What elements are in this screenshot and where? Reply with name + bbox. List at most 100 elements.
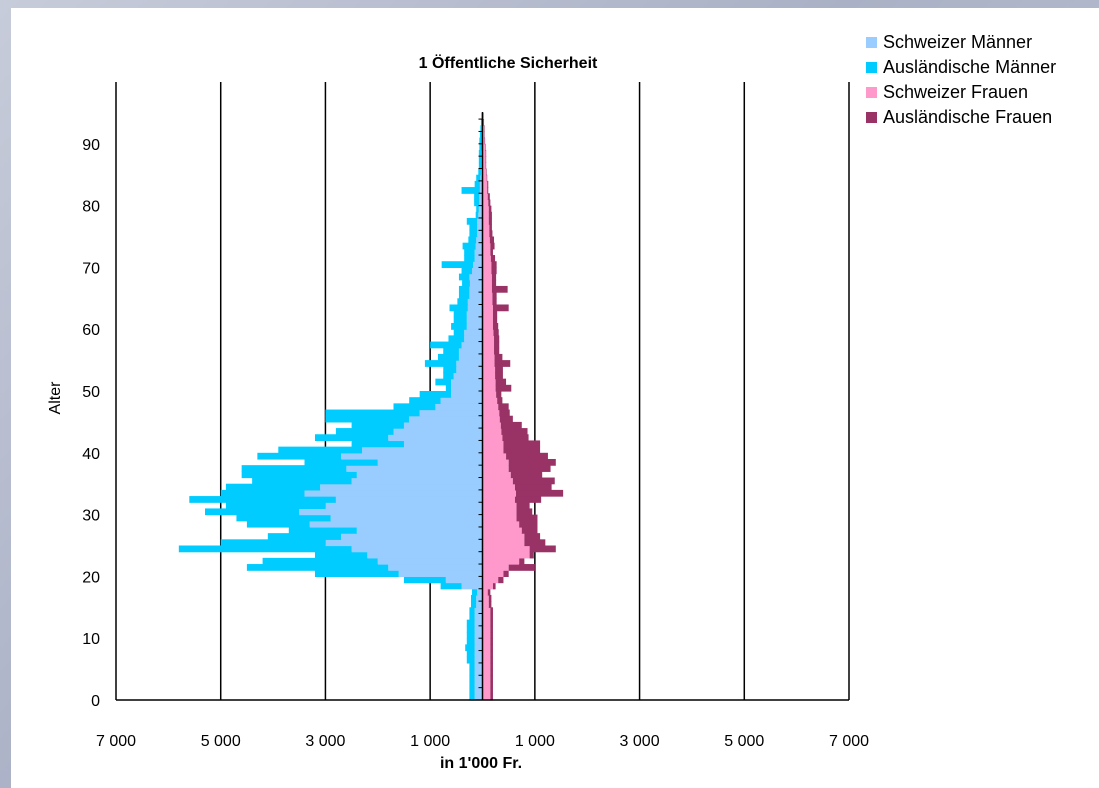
- bar-schweizer-frauen: [482, 341, 495, 349]
- bar-ausl-ndische-m-nner: [419, 391, 452, 398]
- bar-schweizer-m-nner: [377, 557, 483, 565]
- bar-schweizer-m-nner: [466, 310, 483, 318]
- bar-ausl-ndische-m-nner: [462, 242, 476, 250]
- bar-schweizer-m-nner: [458, 347, 483, 355]
- bar-ausl-ndische-frauen: [502, 434, 529, 442]
- x-tick-label: 7 000: [829, 733, 869, 750]
- bar-schweizer-frauen: [482, 662, 491, 670]
- bar-ausl-ndische-m-nner: [476, 174, 481, 182]
- bar-schweizer-frauen: [482, 310, 493, 318]
- bar-schweizer-frauen: [482, 570, 504, 577]
- bar-schweizer-frauen: [482, 125, 485, 133]
- bar-ausl-ndische-frauen: [492, 582, 496, 590]
- bar-schweizer-m-nner: [474, 681, 483, 689]
- bar-ausl-ndische-frauen: [490, 650, 493, 658]
- bar-schweizer-m-nner: [474, 625, 483, 633]
- bar-schweizer-frauen: [482, 230, 490, 238]
- bar-ausl-ndische-m-nner: [403, 576, 446, 584]
- bar-ausl-ndische-frauen: [485, 156, 487, 163]
- bar-ausl-ndische-m-nner: [464, 248, 475, 256]
- bar-schweizer-frauen: [482, 520, 520, 528]
- bar-ausl-ndische-m-nner: [479, 131, 482, 139]
- bar-ausl-ndische-frauen: [495, 384, 512, 392]
- bar-schweizer-frauen: [482, 625, 491, 633]
- bar-ausl-ndische-frauen: [491, 273, 497, 281]
- bar-schweizer-frauen: [482, 434, 503, 442]
- bar-schweizer-m-nner: [467, 298, 483, 306]
- bar-ausl-ndische-m-nner: [314, 551, 368, 559]
- bar-ausl-ndische-frauen: [489, 230, 493, 238]
- bar-ausl-ndische-m-nner: [468, 236, 477, 244]
- bar-schweizer-frauen: [482, 477, 513, 485]
- bar-schweizer-frauen: [482, 255, 491, 262]
- bar-ausl-ndische-m-nner: [304, 458, 378, 466]
- bar-schweizer-m-nner: [477, 217, 483, 225]
- bar-ausl-ndische-m-nner: [457, 298, 468, 306]
- bar-schweizer-m-nner: [453, 372, 483, 380]
- bar-ausl-ndische-m-nner: [335, 428, 394, 435]
- x-tick-label: 7 000: [96, 733, 136, 750]
- bar-ausl-ndische-m-nner: [430, 341, 462, 349]
- bar-ausl-ndische-frauen: [488, 601, 492, 608]
- y-tick-label: 60: [82, 322, 100, 339]
- bar-ausl-ndische-m-nner: [474, 199, 480, 207]
- y-tick-label: 10: [82, 631, 100, 648]
- bar-schweizer-m-nner: [474, 693, 483, 701]
- legend-label: Schweizer Frauen: [883, 82, 1029, 102]
- bar-ausl-ndische-frauen: [495, 372, 503, 380]
- bar-schweizer-m-nner: [466, 323, 483, 330]
- bar-ausl-ndische-m-nner: [393, 403, 436, 411]
- bar-ausl-ndische-frauen: [487, 187, 489, 194]
- bar-schweizer-m-nner: [477, 588, 483, 596]
- bar-ausl-ndische-frauen: [490, 632, 493, 639]
- bar-ausl-ndische-m-nner: [288, 526, 357, 534]
- bar-schweizer-m-nner: [456, 360, 483, 367]
- bar-schweizer-frauen: [482, 687, 491, 695]
- chart-area: 1 Öffentliche Sicherheit 7 000 5 000 3 000…: [11, 8, 1099, 788]
- bar-schweizer-m-nner: [474, 638, 483, 645]
- legend-swatch: [866, 37, 877, 48]
- bar-schweizer-frauen: [482, 446, 504, 454]
- bar-ausl-ndische-m-nner: [474, 180, 480, 188]
- bar-ausl-ndische-frauen: [503, 446, 541, 454]
- bar-ausl-ndische-m-nner: [458, 285, 470, 293]
- bar-schweizer-frauen: [482, 224, 490, 231]
- bar-schweizer-frauen: [482, 156, 486, 163]
- bar-schweizer-frauen: [482, 613, 491, 621]
- bar-ausl-ndische-frauen: [524, 539, 546, 547]
- bar-ausl-ndische-m-nner: [478, 156, 482, 163]
- bar-schweizer-frauen: [482, 131, 485, 139]
- bar-ausl-ndische-m-nner: [448, 335, 465, 343]
- bar-schweizer-m-nner: [325, 539, 483, 547]
- bar-schweizer-m-nner: [393, 428, 483, 435]
- legend-label: Ausländische Männer: [883, 57, 1057, 77]
- bar-schweizer-m-nner: [474, 619, 483, 627]
- bar-ausl-ndische-m-nner: [443, 372, 454, 380]
- bar-schweizer-frauen: [482, 607, 491, 615]
- bar-schweizer-m-nner: [474, 248, 483, 256]
- bar-schweizer-m-nner: [474, 650, 483, 658]
- bar-schweizer-m-nner: [330, 514, 483, 522]
- bar-schweizer-frauen: [482, 205, 489, 213]
- bar-schweizer-frauen: [482, 316, 493, 324]
- bar-ausl-ndische-m-nner: [480, 119, 482, 126]
- bar-ausl-ndische-m-nner: [466, 638, 475, 645]
- bar-ausl-ndische-m-nner: [225, 502, 326, 510]
- bar-ausl-ndische-m-nner: [461, 187, 480, 194]
- bar-ausl-ndische-m-nner: [441, 261, 474, 268]
- bar-ausl-ndische-m-nner: [469, 675, 475, 683]
- bar-ausl-ndische-frauen: [491, 279, 497, 287]
- bar-schweizer-frauen: [482, 465, 509, 472]
- bar-ausl-ndische-m-nner: [469, 662, 475, 670]
- bar-schweizer-frauen: [482, 638, 491, 645]
- bar-ausl-ndische-frauen: [490, 681, 493, 689]
- bar-schweizer-frauen: [482, 601, 489, 608]
- bar-schweizer-frauen: [482, 440, 504, 448]
- legend-swatch: [866, 87, 877, 98]
- bar-schweizer-frauen: [482, 217, 489, 225]
- bar-ausl-ndische-frauen: [487, 180, 489, 188]
- bar-ausl-ndische-frauen: [519, 557, 525, 565]
- bar-schweizer-frauen: [482, 483, 515, 491]
- bar-schweizer-m-nner: [335, 496, 483, 503]
- bar-schweizer-frauen: [482, 632, 491, 639]
